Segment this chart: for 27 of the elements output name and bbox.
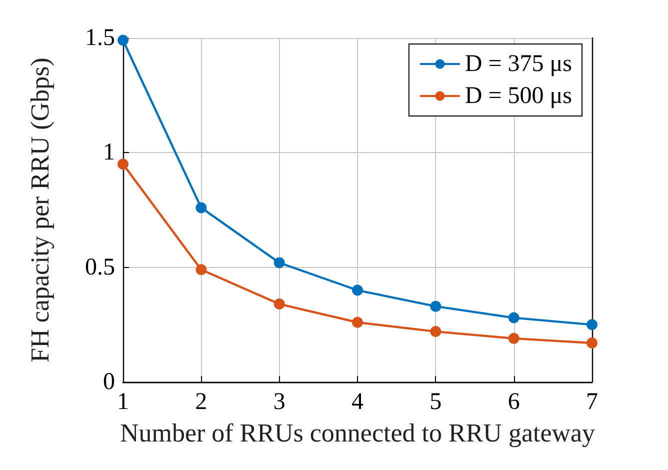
x-tick-label: 6 bbox=[508, 389, 520, 415]
point bbox=[508, 332, 520, 344]
x-axis-title: Number of RRUs connected to RRU gateway bbox=[120, 418, 596, 448]
point bbox=[352, 284, 363, 296]
y-tick-label: 1.5 bbox=[85, 25, 115, 51]
x-tick-label: 4 bbox=[352, 389, 364, 415]
x-tick-label: 5 bbox=[430, 389, 442, 415]
point bbox=[274, 298, 285, 310]
x-tick-label: 7 bbox=[586, 389, 598, 415]
point bbox=[586, 338, 598, 349]
legend-label: D = 500 μs bbox=[464, 83, 572, 109]
y-tick-label: 0.5 bbox=[85, 254, 115, 280]
point bbox=[118, 158, 128, 170]
point bbox=[430, 326, 442, 338]
point bbox=[196, 264, 207, 276]
y-tick-label: 0 bbox=[103, 369, 115, 395]
point bbox=[586, 319, 598, 330]
point bbox=[274, 257, 285, 268]
point bbox=[430, 300, 442, 312]
y-tick-label: 1 bbox=[103, 140, 115, 166]
point bbox=[352, 316, 363, 328]
x-tick-label: 2 bbox=[195, 389, 208, 415]
point bbox=[196, 202, 207, 214]
x-tick-label: 3 bbox=[273, 389, 286, 415]
y-axis-title: FH capacity per RRU (Gbps) bbox=[26, 58, 54, 362]
point bbox=[508, 312, 520, 324]
legend-label: D = 375 μs bbox=[464, 51, 572, 77]
